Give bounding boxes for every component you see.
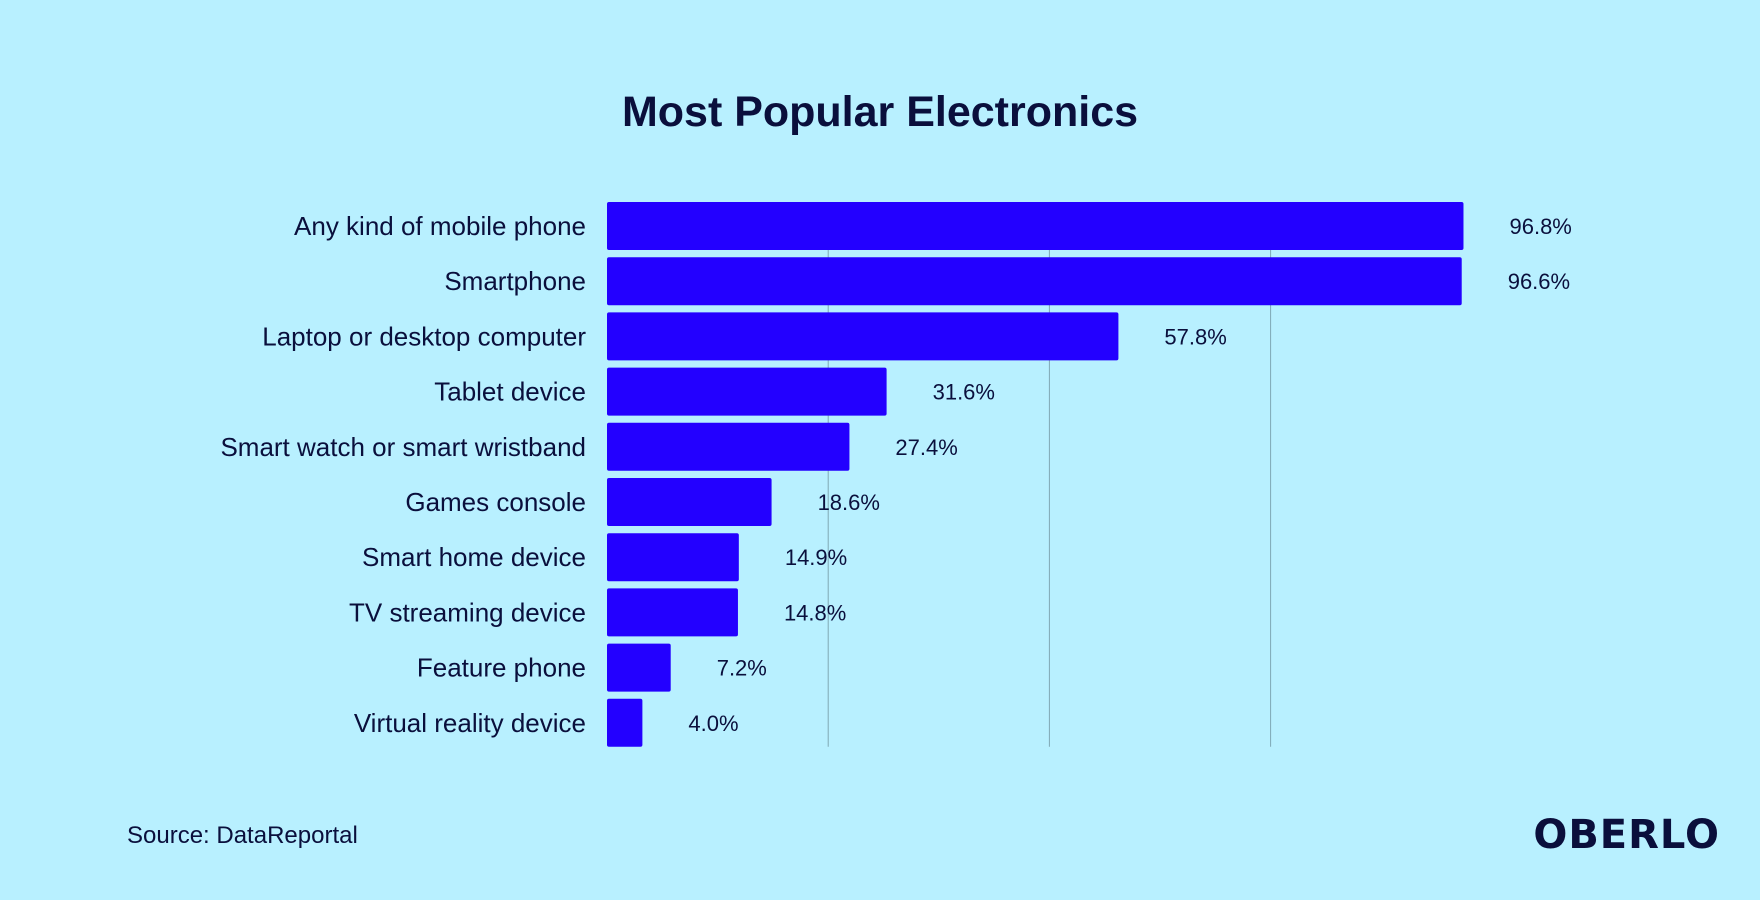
bar-5	[607, 422, 850, 471]
category-label-1: Any kind of mobile phone	[294, 211, 586, 241]
bar-2	[607, 257, 1462, 306]
category-label-8: TV streaming device	[349, 597, 586, 627]
category-labels: Any kind of mobile phone Smartphone Laptop…	[220, 211, 586, 738]
value-label-5: 27.4%	[895, 435, 957, 460]
brand-logo: OBERLO	[1533, 812, 1720, 858]
bar-4	[607, 367, 887, 416]
value-labels: 96.8% 96.6% 57.8% 31.6% 27.4% 18.6% 14.9% 14.8%…	[688, 214, 1571, 736]
bar-1	[607, 202, 1464, 250]
category-label-2: Smartphone	[444, 266, 586, 296]
value-label-8: 14.8%	[784, 600, 846, 625]
category-label-5: Smart watch or smart wristband	[220, 432, 586, 462]
bar-8	[607, 588, 738, 637]
value-label-1: 96.8%	[1509, 214, 1571, 239]
chart-title: Most Popular Electronics	[621, 88, 1139, 136]
value-label-2: 96.6%	[1508, 269, 1570, 294]
source-note: Source: DataReportal	[127, 822, 358, 849]
value-label-10: 4.0%	[688, 711, 738, 736]
value-label-9: 7.2%	[717, 656, 767, 681]
bar-3	[607, 312, 1119, 361]
category-label-7: Smart home device	[362, 542, 586, 572]
category-label-3: Laptop or desktop computer	[262, 321, 586, 351]
category-label-9: Feature phone	[417, 653, 586, 683]
grid-layer	[827, 222, 1272, 747]
bars-layer	[607, 202, 1464, 747]
value-label-4: 31.6%	[933, 380, 995, 405]
category-label-6: Games console	[405, 487, 586, 517]
category-label-4: Tablet device	[434, 377, 586, 407]
bar-7	[607, 533, 739, 582]
bar-6	[607, 478, 772, 526]
bar-9	[607, 643, 671, 692]
bar-10	[607, 698, 643, 747]
value-label-7: 14.9%	[785, 545, 847, 570]
category-label-10: Virtual reality device	[354, 708, 586, 738]
value-label-3: 57.8%	[1164, 324, 1226, 349]
value-label-6: 18.6%	[818, 490, 880, 515]
